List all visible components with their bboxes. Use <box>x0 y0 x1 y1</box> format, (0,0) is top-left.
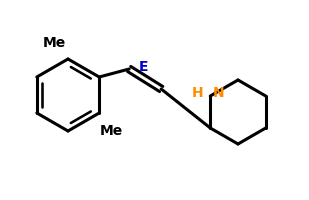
Text: Me: Me <box>42 36 66 50</box>
Text: Me: Me <box>99 123 123 137</box>
Text: N: N <box>212 86 224 100</box>
Text: H: H <box>192 86 203 100</box>
Text: E: E <box>138 60 148 74</box>
